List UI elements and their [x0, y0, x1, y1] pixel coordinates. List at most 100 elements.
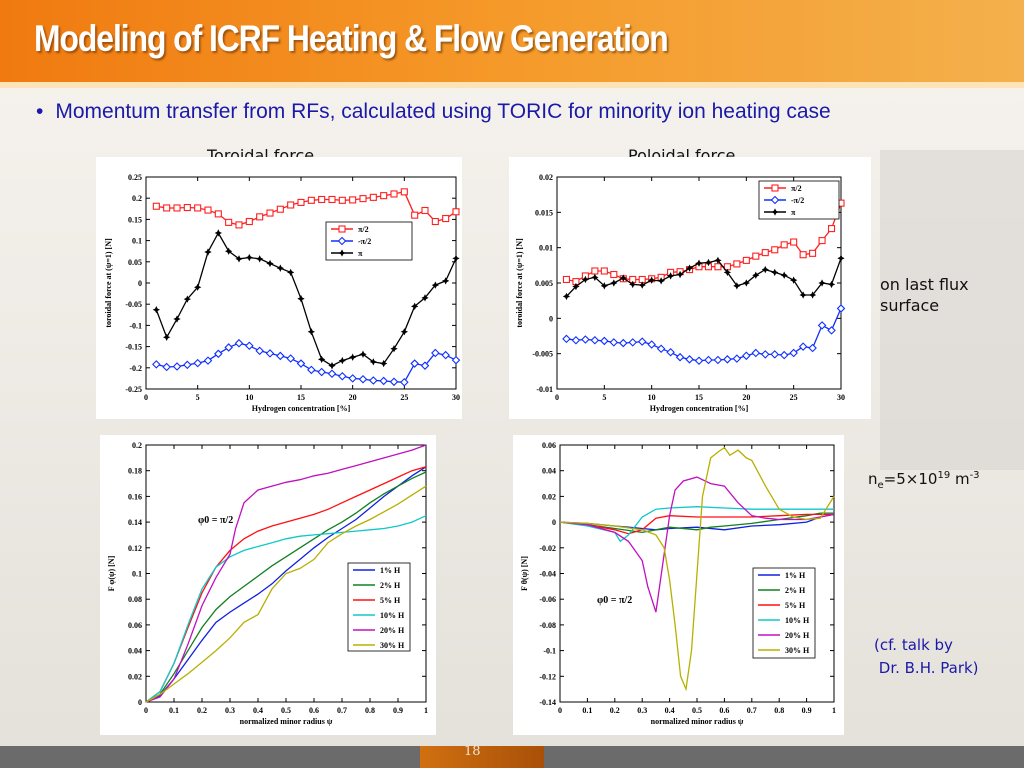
y-tick-label: 0.12 — [128, 544, 142, 553]
y-tick-label: 0.14 — [128, 518, 142, 527]
y-tick-label: 0.2 — [132, 194, 142, 203]
x-tick-label: 0.3 — [225, 706, 235, 715]
data-point — [256, 213, 264, 221]
x-tick-label: 0.7 — [747, 706, 757, 715]
data-point — [235, 221, 243, 229]
data-point — [657, 277, 665, 285]
density-exponent: 19 — [937, 470, 951, 481]
data-point — [771, 246, 779, 254]
data-point — [610, 279, 618, 287]
legend-box — [347, 562, 411, 652]
data-point — [390, 190, 398, 198]
data-point — [629, 280, 637, 289]
data-point — [713, 355, 723, 365]
data-point — [380, 192, 388, 200]
x-tick-label: 0.6 — [309, 706, 319, 715]
data-point — [562, 334, 571, 344]
data-point — [779, 350, 789, 360]
data-point — [379, 359, 388, 368]
legend-label: π/2 — [358, 225, 369, 234]
x-tick-label: 10 — [245, 393, 253, 402]
series-line-5 — [559, 446, 835, 692]
data-point — [827, 225, 836, 233]
data-point — [369, 376, 378, 385]
data-point — [163, 204, 171, 212]
data-point — [183, 203, 191, 212]
data-point — [628, 338, 638, 347]
data-point — [431, 217, 439, 226]
data-point — [780, 271, 788, 279]
data-point — [704, 258, 713, 267]
x-tick-label: 5 — [602, 393, 606, 402]
data-point — [770, 195, 780, 205]
y-tick-label: 0.16 — [128, 492, 142, 501]
data-point — [771, 208, 779, 216]
data-point — [276, 205, 284, 213]
data-point — [266, 209, 274, 217]
data-point — [297, 198, 305, 206]
data-point — [799, 251, 807, 259]
data-point — [235, 255, 243, 263]
data-point — [224, 247, 233, 255]
data-point — [389, 377, 399, 387]
data-point — [286, 268, 295, 277]
x-tick-label: 0.8 — [774, 706, 784, 715]
bullet-text: Momentum transfer from RFs, calculated u… — [55, 100, 831, 123]
x-tick-label: 0.7 — [337, 706, 347, 715]
y-tick-label: -0.02 — [539, 544, 556, 553]
y-tick-label: -0.08 — [539, 621, 556, 630]
data-point — [379, 376, 388, 386]
series-line-3 — [559, 506, 834, 543]
data-point — [338, 356, 347, 365]
x-tick-label: 20 — [742, 393, 750, 402]
y-tick-label: -0.15 — [125, 343, 142, 352]
data-point — [349, 196, 357, 204]
poloidal-force-chart: 0 5 10 15 20 25 30 -0.01 -0.005 0 0.005 0.01 0.015 0.… — [509, 157, 871, 419]
y-tick-label: 0.015 — [535, 208, 553, 217]
y-tick-label: 0.1 — [132, 570, 142, 579]
data-point — [421, 294, 429, 302]
y-tick-label: 0 — [552, 518, 556, 527]
data-point — [265, 349, 275, 358]
series-line-0 — [145, 466, 427, 703]
x-tick-label: 0.6 — [719, 706, 729, 715]
data-point — [400, 188, 408, 196]
density-subscript: e — [877, 480, 884, 491]
data-point — [780, 241, 788, 249]
x-axis-label: normalized minor radius ψ — [651, 717, 744, 726]
x-axis-label: normalized minor radius ψ — [240, 717, 333, 726]
series-line-1 — [566, 308, 842, 362]
data-point — [183, 295, 192, 303]
series-line-4 — [559, 476, 835, 613]
density-unit-exponent: -3 — [969, 470, 980, 481]
data-point — [809, 249, 817, 257]
data-point — [694, 356, 704, 366]
plot-frame — [145, 176, 457, 390]
x-tick-label: 0 — [558, 706, 562, 715]
data-point — [317, 367, 326, 377]
data-point — [307, 328, 316, 336]
data-point — [328, 362, 336, 370]
slide-title: Modeling of ICRF Heating & Flow Generati… — [34, 18, 669, 59]
data-point — [183, 360, 192, 370]
y-tick-label: -0.14 — [539, 698, 556, 707]
data-point — [733, 260, 741, 268]
data-point — [359, 350, 367, 358]
electron-density-label: ne=5×1019 m-3 — [868, 470, 980, 491]
legend-label: 1% H — [785, 571, 806, 580]
data-point — [818, 279, 826, 287]
toroidal-force-chart: 0 5 10 15 20 25 30 -0.25 -0.2 -0.15 -0.1 -0.05 0 0.05… — [96, 157, 462, 419]
data-point — [685, 264, 694, 272]
data-point — [172, 362, 182, 371]
data-point — [790, 238, 798, 246]
bullet-point: • Momentum transfer from RFs, calculated … — [36, 100, 831, 124]
y-tick-label: 0 — [549, 314, 553, 323]
data-point — [193, 358, 202, 368]
data-point — [619, 274, 627, 282]
y-tick-label: 0.1 — [132, 237, 142, 246]
legend-label: 30% H — [380, 641, 405, 650]
data-point — [204, 206, 212, 214]
data-point — [714, 263, 722, 271]
data-point — [789, 348, 798, 358]
data-point — [214, 229, 223, 237]
